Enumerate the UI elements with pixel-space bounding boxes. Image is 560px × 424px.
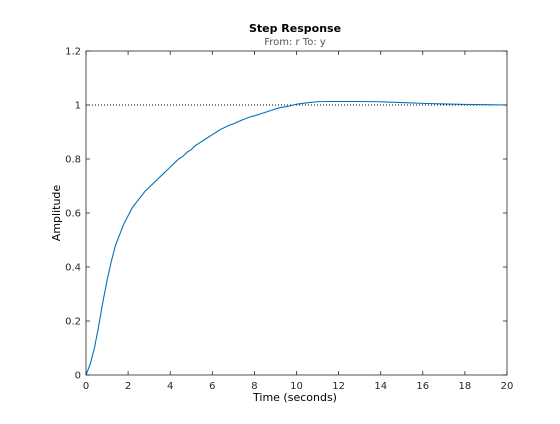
plot-area xyxy=(86,51,507,375)
y-axis-label: Amplitude xyxy=(50,185,63,242)
x-axis-label: Time (seconds) xyxy=(252,391,337,404)
x-tick-label: 4 xyxy=(167,381,173,392)
x-tick-label: 0 xyxy=(83,381,89,392)
y-tick-label: 0.4 xyxy=(65,263,81,274)
x-tick-label: 8 xyxy=(251,381,257,392)
chart-title: Step Response xyxy=(249,22,341,35)
x-tick-label: 10 xyxy=(290,381,303,392)
x-tick-label: 14 xyxy=(374,381,387,392)
step-response-line xyxy=(85,100,508,376)
y-tick-label: 0.2 xyxy=(65,317,81,328)
y-axis-ticks: 0 0.2 0.4 0.6 0.8 1 1.2 xyxy=(65,47,507,382)
y-tick-label: 1.2 xyxy=(65,47,81,58)
y-tick-label: 1 xyxy=(75,101,81,112)
x-tick-label: 6 xyxy=(209,381,215,392)
x-tick-label: 2 xyxy=(125,381,131,392)
y-tick-label: 0.8 xyxy=(65,155,81,166)
y-tick-label: 0.6 xyxy=(65,209,81,220)
series-group xyxy=(85,100,508,376)
x-tick-label: 18 xyxy=(459,381,472,392)
x-tick-label: 20 xyxy=(501,381,514,392)
y-tick-label: 0 xyxy=(75,371,81,382)
x-tick-label: 16 xyxy=(416,381,429,392)
chart-subtitle: From: r To: y xyxy=(264,37,326,48)
x-tick-label: 12 xyxy=(332,381,345,392)
x-axis-ticks: 0 2 4 6 8 10 12 14 16 18 20 xyxy=(83,51,514,392)
